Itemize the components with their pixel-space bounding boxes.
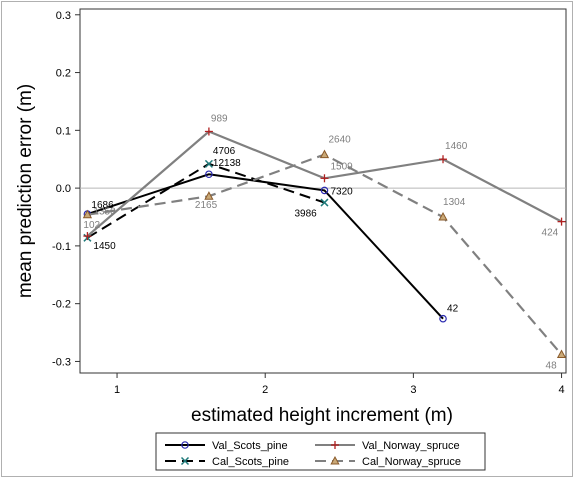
legend-item: Cal_Norway_spruce <box>315 455 461 468</box>
x-axis-title: estimated height increment (m) <box>191 405 453 426</box>
y-tick-label: 0.0 <box>56 183 71 195</box>
legend-item: Cal_Scots_pine <box>165 456 289 468</box>
legend-marker <box>181 441 189 449</box>
y-tick-label: -0.2 <box>52 299 71 311</box>
series-line <box>86 130 563 237</box>
data-point <box>439 314 447 323</box>
data-point <box>438 211 448 221</box>
data-label: 12138 <box>213 158 241 169</box>
data-label: 42 <box>447 304 459 315</box>
data-label: 2165 <box>195 200 218 211</box>
data-label: 424 <box>542 228 559 239</box>
data-label: 1460 <box>445 141 468 152</box>
legend-box <box>155 432 486 471</box>
data-point <box>204 127 213 136</box>
data-point <box>83 232 92 241</box>
y-tick-label: 0.2 <box>56 68 71 80</box>
data-point <box>204 191 214 200</box>
series-Val_Norway_spruce <box>83 127 566 241</box>
y-tick-label: -0.1 <box>52 241 71 253</box>
x-axis: 1 2 3 4 <box>114 373 565 396</box>
legend-marker <box>331 441 339 449</box>
data-label: 102 <box>83 220 100 231</box>
data-point <box>439 155 448 164</box>
data-point <box>556 349 567 359</box>
data-point <box>320 174 329 183</box>
data-point <box>557 217 566 226</box>
data-point <box>319 149 330 159</box>
data-point <box>82 209 93 219</box>
legend: Val_Scots_pine Cal_Scots_pine Val_Norway_s… <box>155 432 486 471</box>
y-tick-label: -0.3 <box>52 356 71 368</box>
x-tick-label: 4 <box>558 384 564 396</box>
data-point <box>204 159 213 168</box>
data-label: 1350 <box>93 207 116 218</box>
data-label: 1686 <box>91 200 114 211</box>
series-Val_Scots_pine <box>83 170 447 323</box>
data-point <box>205 170 213 179</box>
data-label: 1450 <box>93 241 116 252</box>
data-label: 48 <box>546 361 558 372</box>
plot-area <box>79 8 567 374</box>
series-Cal_Norway_spruce <box>82 149 567 359</box>
data-label: 1304 <box>443 197 466 208</box>
legend-item: Val_Norway_spruce <box>315 440 460 452</box>
x-tick-label: 1 <box>114 384 120 396</box>
x-tick-label: 3 <box>410 384 416 396</box>
series-line <box>87 173 444 320</box>
data-label: 2640 <box>328 135 351 146</box>
legend-marker <box>180 456 190 466</box>
legend-item: Val_Scots_pine <box>165 440 288 452</box>
data-label: 4706 <box>213 146 236 157</box>
x-tick-label: 2 <box>262 384 268 396</box>
point-label-layer: 1686 12138 7320 42 1450 4706 3986 102 989 1509 146… <box>83 113 558 371</box>
y-axis: 0.3 0.2 0.1 0.0 -0.1 -0.2 -0.3 <box>52 10 80 368</box>
data-label: 3986 <box>294 209 317 220</box>
y-axis-title: mean prediction error (m) <box>15 84 36 298</box>
legend-label: Val_Scots_pine <box>212 440 288 452</box>
legend-label: Val_Norway_spruce <box>362 440 460 452</box>
legend-label: Cal_Norway_spruce <box>362 456 461 468</box>
data-point <box>320 186 329 195</box>
legend-label: Cal_Scots_pine <box>212 456 289 468</box>
data-label: 989 <box>211 113 228 124</box>
data-point <box>320 198 329 207</box>
series-layer <box>82 127 567 359</box>
data-label: 7320 <box>330 186 353 197</box>
legend-marker <box>330 455 340 465</box>
y-tick-label: 0.1 <box>56 125 71 137</box>
y-tick-label: 0.3 <box>56 10 71 22</box>
data-label: 1509 <box>330 161 353 172</box>
